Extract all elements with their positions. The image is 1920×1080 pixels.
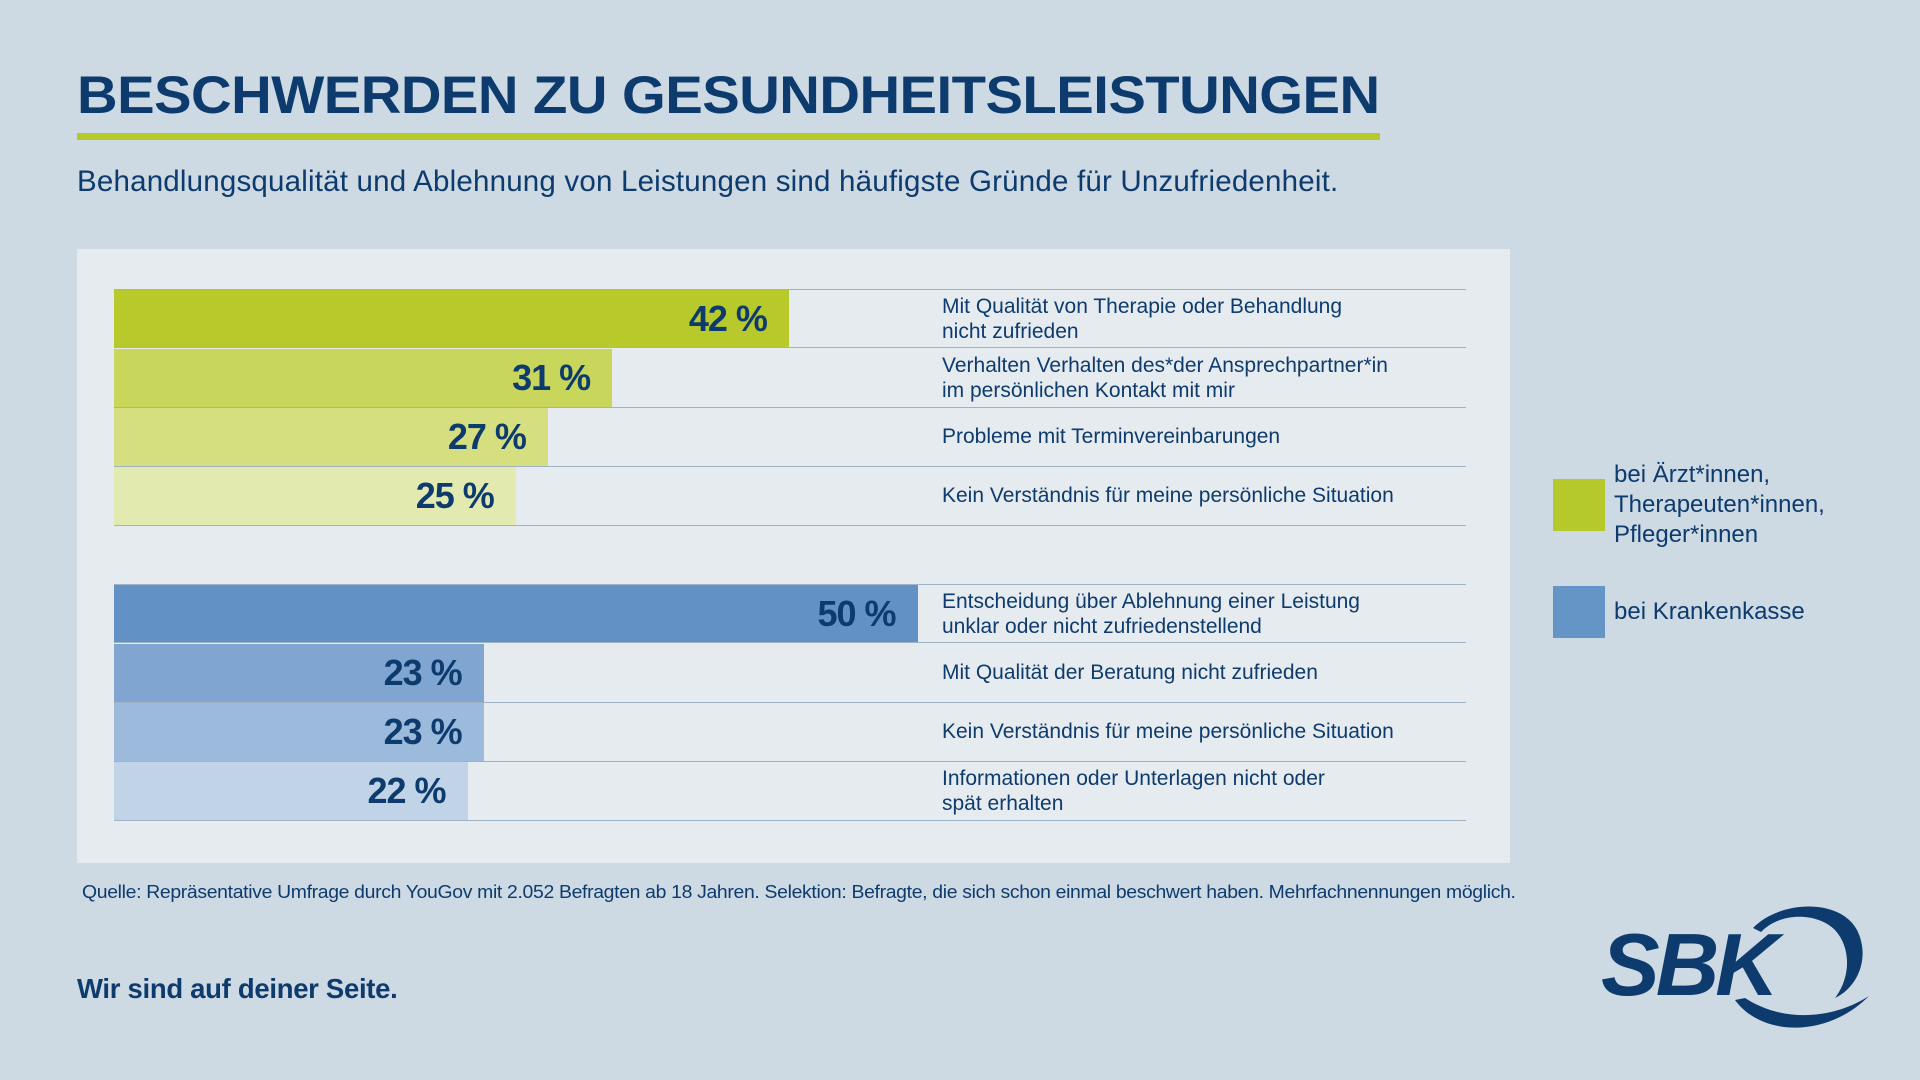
bar-value-label: 50 % [817, 593, 896, 634]
bar-value-label: 42 % [688, 298, 768, 339]
category-label-line: im persönlichen Kontakt mit mir [942, 378, 1235, 402]
category-label-line: Kein Verständnis für meine persönliche S… [942, 484, 1394, 507]
page-subtitle: Behandlungsqualität und Ablehnung von Le… [77, 165, 1339, 198]
logo-text: SBK [1601, 915, 1784, 1014]
bar-value-label: 25 % [415, 475, 495, 516]
logo-swoosh-lower [1735, 996, 1869, 1028]
bar [114, 585, 918, 642]
category-label-line: nicht zufrieden [942, 319, 1079, 343]
category-label-line: Informationen oder Unterlagen nicht oder [942, 766, 1325, 790]
bar [114, 644, 484, 702]
chart-row: 50 % Entscheidung über Ablehnung einer Le… [114, 584, 1466, 643]
bar [114, 290, 789, 347]
bar [114, 467, 516, 525]
chart-row: 27 % Probleme mit Terminvereinbarungen [114, 408, 1466, 467]
bar-value-label: 31 % [512, 357, 591, 398]
legend-label: bei Krankenkasse [1614, 597, 1805, 627]
category-label-line: Entscheidung über Ablehnung einer Leistu… [942, 589, 1360, 613]
sbk-logo-icon: SBK [1601, 906, 1869, 1028]
category-label: Kein Verständnis für meine persönliche S… [942, 703, 1462, 760]
chart-row: 31 % Verhalten Verhalten des*der Ansprech… [114, 349, 1466, 408]
chart-row: 25 % Kein Verständnis für meine persönlic… [114, 467, 1466, 526]
chart-row: 22 % Informationen oder Unterlagen nicht … [114, 762, 1466, 821]
category-label: Mit Qualität von Therapie oder Behandlun… [942, 290, 1462, 347]
category-label: Verhalten Verhalten des*der Ansprechpart… [942, 349, 1462, 406]
legend-label-line: Pfleger*innen [1614, 521, 1759, 548]
bar [114, 762, 468, 820]
source-note: Quelle: Repräsentative Umfrage durch You… [82, 882, 1516, 902]
category-label-line: Probleme mit Terminvereinbarungen [942, 425, 1281, 448]
category-label: Mit Qualität der Beratung nicht zufriede… [942, 644, 1462, 701]
legend-label-line: bei Ärzt*innen, [1614, 461, 1771, 488]
bar [114, 349, 613, 407]
chart-row: 23 % Kein Verständnis für meine persönlic… [114, 703, 1466, 762]
category-label-line: spät erhalten [942, 791, 1064, 815]
bar-value-label: 23 % [383, 652, 463, 693]
legend-swatch [1553, 586, 1605, 638]
category-label: Kein Verständnis für meine persönliche S… [942, 467, 1462, 524]
legend-swatch [1553, 479, 1605, 531]
bar-value-label: 27 % [447, 416, 527, 457]
category-label-line: Mit Qualität der Beratung nicht zufriede… [942, 661, 1318, 684]
tagline: Wir sind auf deiner Seite. [77, 973, 398, 1004]
category-label-line: Verhalten Verhalten des*der Ansprechpart… [942, 353, 1388, 377]
title-underline [77, 133, 1380, 140]
legend-label-line: bei Krankenkasse [1614, 598, 1805, 625]
category-label: Entscheidung über Ablehnung einer Leistu… [942, 585, 1462, 642]
category-label-line: unklar oder nicht zufriedenstellend [942, 614, 1262, 638]
page-title: BESCHWERDEN ZU GESUNDHEITSLEISTUNGEN [77, 66, 1380, 125]
bar [114, 408, 548, 466]
category-label: Probleme mit Terminvereinbarungen [942, 408, 1462, 465]
bar [114, 703, 484, 761]
category-label-line: Mit Qualität von Therapie oder Behandlun… [942, 294, 1343, 318]
legend-label-line: Therapeuten*innen, [1614, 491, 1825, 518]
chart-row: 42 % Mit Qualität von Therapie oder Behan… [114, 289, 1466, 348]
bar-value-label: 23 % [383, 711, 463, 752]
legend-label: bei Ärzt*innen, Therapeuten*innen, Pfleger… [1614, 460, 1825, 550]
logo-swoosh-upper [1753, 906, 1863, 998]
category-label: Informationen oder Unterlagen nicht oder… [942, 762, 1462, 819]
bar-value-label: 22 % [367, 770, 446, 811]
chart-row: 23 % Mit Qualität der Beratung nicht zufr… [114, 644, 1466, 703]
category-label-line: Kein Verständnis für meine persönliche S… [942, 720, 1394, 743]
